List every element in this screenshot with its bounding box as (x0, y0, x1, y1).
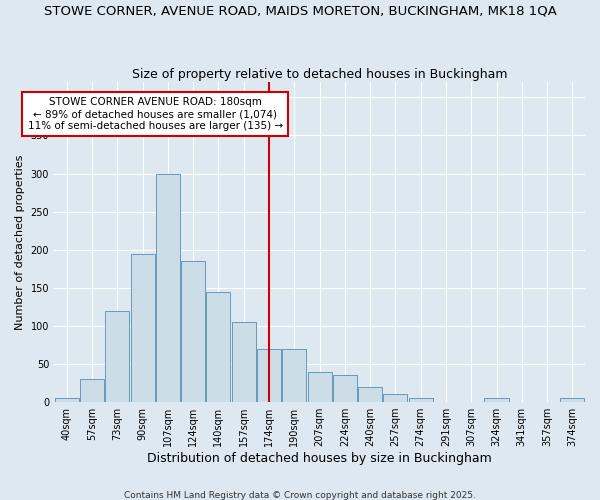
Bar (232, 322, 256, 402)
X-axis label: Distribution of detached houses by size in Buckingham: Distribution of detached houses by size … (147, 452, 492, 465)
Bar (55, 398, 79, 402)
Bar (105, 310, 129, 402)
Bar (156, 174, 180, 402)
Bar (181, 261, 205, 402)
Bar (484, 398, 509, 402)
Bar (333, 376, 357, 402)
Bar (308, 372, 332, 402)
Bar (383, 394, 407, 402)
Y-axis label: Number of detached properties: Number of detached properties (15, 154, 25, 330)
Bar (282, 349, 306, 402)
Bar (131, 254, 155, 402)
Bar (206, 292, 230, 402)
Text: Contains HM Land Registry data © Crown copyright and database right 2025.: Contains HM Land Registry data © Crown c… (124, 490, 476, 500)
Bar (257, 349, 281, 402)
Bar (409, 398, 433, 402)
Text: STOWE CORNER AVENUE ROAD: 180sqm
← 89% of detached houses are smaller (1,074)
11: STOWE CORNER AVENUE ROAD: 180sqm ← 89% o… (28, 98, 283, 130)
Title: Size of property relative to detached houses in Buckingham: Size of property relative to detached ho… (132, 68, 507, 81)
Bar (560, 398, 584, 402)
Bar (80, 379, 104, 402)
Text: STOWE CORNER, AVENUE ROAD, MAIDS MORETON, BUCKINGHAM, MK18 1QA: STOWE CORNER, AVENUE ROAD, MAIDS MORETON… (44, 5, 556, 18)
Bar (358, 387, 382, 402)
